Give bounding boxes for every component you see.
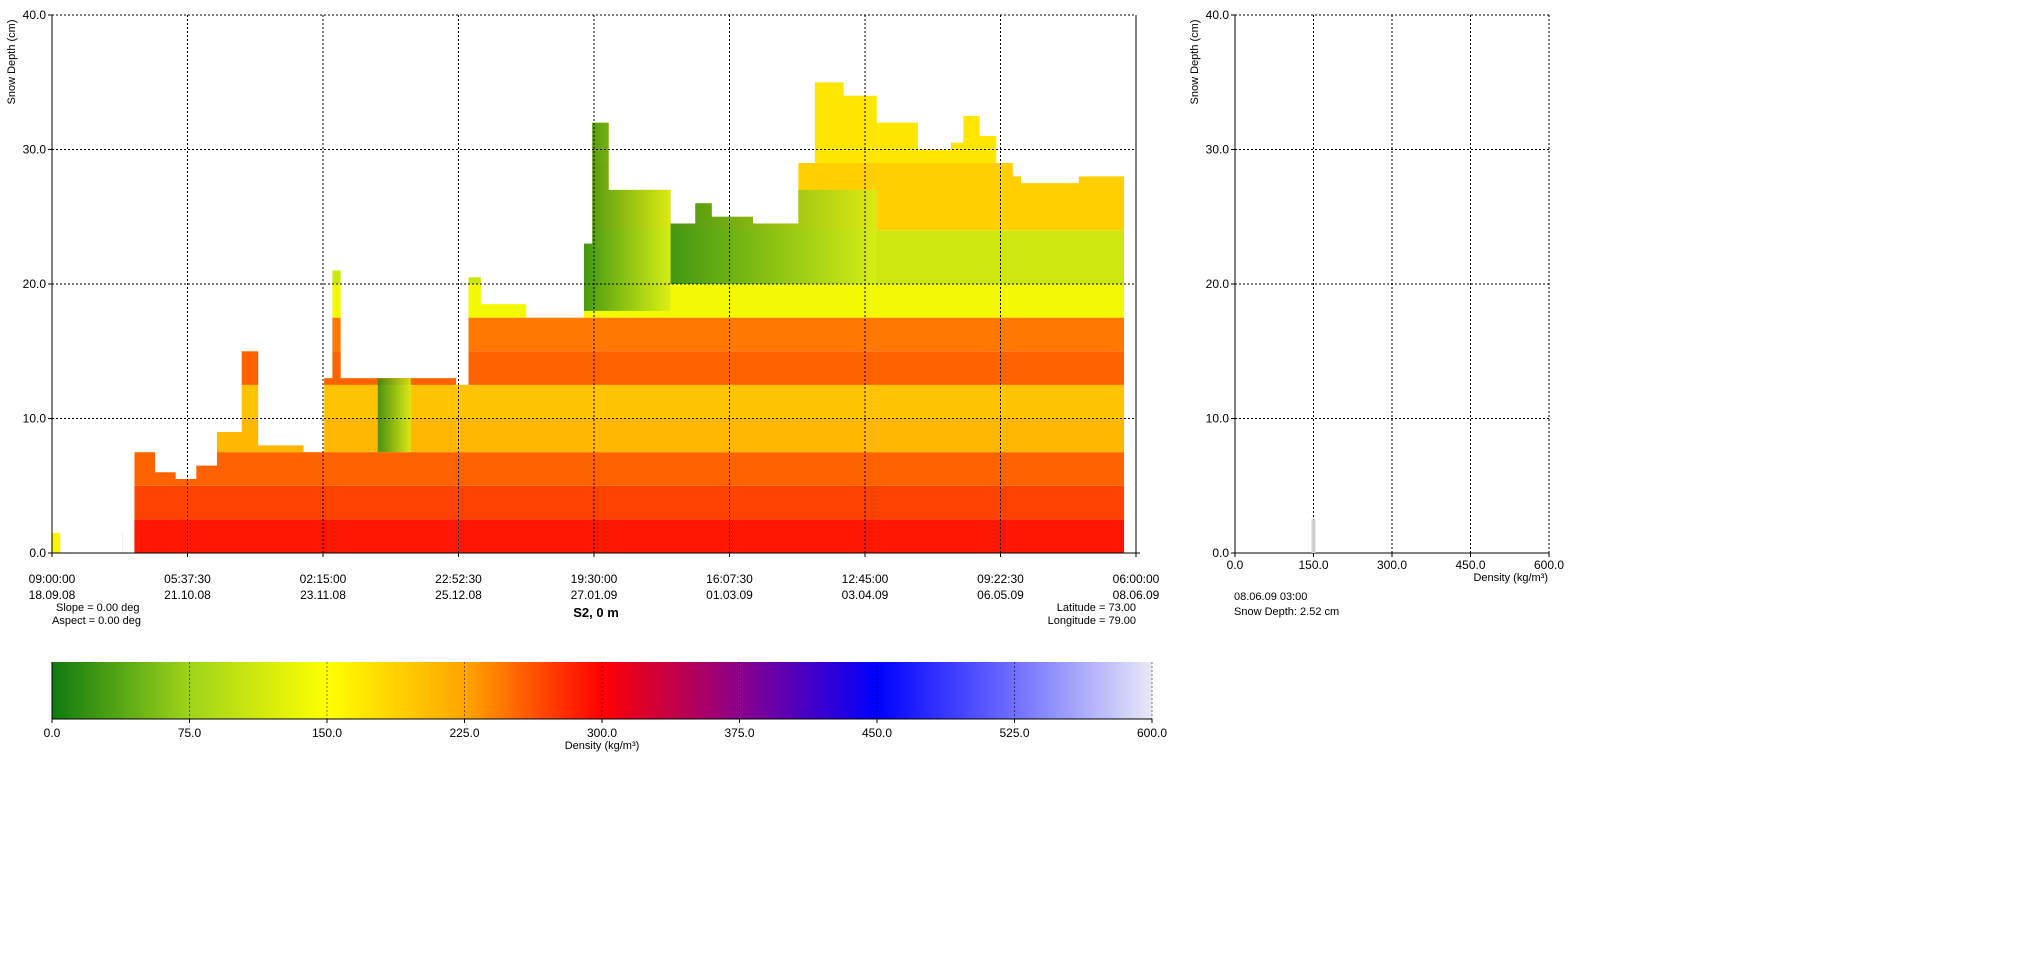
colorbar-grid — [189, 662, 1153, 719]
slope-info: Slope = 0.00 deg — [56, 602, 140, 614]
main-x-tick-date: 08.06.09 — [1113, 588, 1160, 602]
main-y-tick-label: 10.0 — [23, 412, 47, 426]
main-x-tick-date: 27.01.09 — [571, 588, 618, 602]
profile-y-tick-label: 30.0 — [1206, 143, 1230, 157]
profile-x-ticks: 0.0 150.0 300.0 450.0 600.0 — [1227, 553, 1564, 572]
colorbar-tick-label: 525.0 — [999, 726, 1029, 740]
main-x-tick-date: 03.04.09 — [842, 588, 889, 602]
profile-layer-bar — [1311, 519, 1316, 553]
profile-x-axis-label: Density (kg/m³) — [1473, 572, 1548, 584]
main-x-tick-time: 09:00:00 — [29, 572, 76, 586]
profile-bars — [1311, 519, 1316, 553]
main-x-tick-time: 22:52:30 — [435, 572, 482, 586]
colorbar-tick-label: 375.0 — [724, 726, 754, 740]
main-x-tick-time: 09:22:30 — [977, 572, 1024, 586]
profile-x-tick-label: 600.0 — [1534, 558, 1564, 572]
main-x-tick-date: 18.09.08 — [29, 588, 76, 602]
colorbar-label: Density (kg/m³) — [565, 740, 640, 752]
main-x-tick-time: 19:30:00 — [571, 572, 618, 586]
main-grid — [52, 14, 1137, 553]
colorbar-tick-label: 150.0 — [312, 726, 342, 740]
colorbar-ticks: 0.0 75.0 150.0 225.0 300.0 375.0 450.0 525.0 600… — [44, 719, 1167, 740]
profile-y-tick-label: 40.0 — [1206, 8, 1230, 22]
profile-x-tick-label: 150.0 — [1298, 558, 1328, 572]
main-x-tick-time: 12:45:00 — [842, 572, 889, 586]
main-y-tick-label: 20.0 — [23, 277, 47, 291]
profile-y-tick-label: 0.0 — [1212, 546, 1229, 560]
main-chart-title: S2, 0 m — [573, 605, 619, 620]
profile-grid — [1235, 14, 1550, 553]
density-layer-2 — [122, 452, 1125, 486]
colorbar-tick-label: 0.0 — [44, 726, 61, 740]
profile-y-tick-label: 20.0 — [1206, 277, 1230, 291]
profile-x-tick-label: 450.0 — [1455, 558, 1485, 572]
profile-timestamp: 08.06.09 03:00 — [1234, 591, 1307, 603]
main-x-tick-date: 25.12.08 — [435, 588, 482, 602]
main-x-tick-time: 16:07:30 — [706, 572, 753, 586]
main-x-tick-date: 06.05.09 — [977, 588, 1024, 602]
profile-snow-depth: Snow Depth: 2.52 cm — [1234, 606, 1339, 618]
density-layer-1 — [122, 485, 1125, 520]
main-y-ticks: 0.0 10.0 20.0 30.0 40.0 — [23, 8, 52, 560]
main-x-tick-time: 02:15:00 — [300, 572, 347, 586]
main-x-tick-time: 06:00:00 — [1113, 572, 1160, 586]
main-y-tick-label: 40.0 — [23, 8, 47, 22]
profile-y-axis-label: Snow Depth (cm) — [1189, 20, 1201, 105]
main-x-tick-date: 01.03.09 — [706, 588, 753, 602]
profile-y-tick-label: 10.0 — [1206, 412, 1230, 426]
main-y-axis-label: Snow Depth (cm) — [6, 20, 18, 105]
colorbar-tick-label: 300.0 — [587, 726, 617, 740]
colorbar-tick-label: 225.0 — [449, 726, 479, 740]
profile-x-tick-label: 300.0 — [1377, 558, 1407, 572]
colorbar-tick-label: 600.0 — [1137, 726, 1167, 740]
colorbar-tick-label: 450.0 — [862, 726, 892, 740]
profile-x-tick-label: 0.0 — [1227, 558, 1244, 572]
main-x-tick-date: 21.10.08 — [164, 588, 211, 602]
density-layer-0 — [122, 519, 1125, 553]
profile-plot: 0.0 10.0 20.0 30.0 40.0 0.0 150.0 300.0 450.0 60… — [1189, 8, 1564, 618]
early-snow-patch — [52, 526, 61, 553]
aspect-info: Aspect = 0.00 deg — [52, 615, 141, 627]
main-x-tick-time: 05:37:30 — [164, 572, 211, 586]
colorbar: 0.0 75.0 150.0 225.0 300.0 375.0 450.0 525.0 600… — [44, 662, 1167, 752]
latitude-info: Latitude = 73.00 — [1057, 602, 1136, 614]
main-y-tick-label: 30.0 — [23, 143, 47, 157]
colorbar-tick-label: 75.0 — [178, 726, 202, 740]
new-snow-wedge-0 — [377, 378, 411, 453]
longitude-info: Longitude = 79.00 — [1048, 615, 1136, 627]
main-y-tick-label: 0.0 — [29, 546, 46, 560]
profile-y-ticks: 0.0 10.0 20.0 30.0 40.0 — [1206, 8, 1235, 560]
main-plot: 0.0 10.0 20.0 30.0 40.0 09:00:00 18.09.08 05:3… — [6, 8, 1160, 627]
main-x-ticks: 09:00:00 18.09.08 05:37:30 21.10.08 02:15:00… — [29, 553, 1160, 602]
main-x-tick-date: 23.11.08 — [300, 588, 346, 602]
